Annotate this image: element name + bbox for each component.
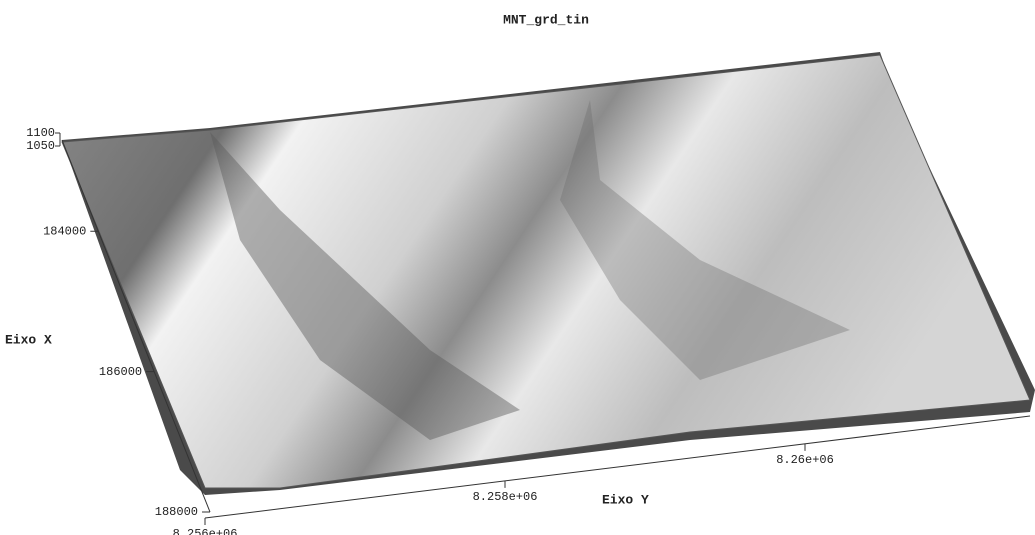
y-axis-line <box>204 415 1031 519</box>
terrain-surface <box>61 52 1035 495</box>
chart-title: MNT_grd_tin <box>503 12 589 27</box>
y-tick-label: 8.256e+06 <box>173 527 238 535</box>
x-tick-label: 188000 <box>155 505 198 519</box>
z-tick-label: 1050 <box>26 139 55 153</box>
x-tick-label: 184000 <box>43 224 86 238</box>
z-tick-label: 1100 <box>26 126 55 140</box>
x-tick-label: 186000 <box>99 365 142 379</box>
x-axis-line <box>61 139 211 513</box>
y-tick-label: 8.258e+06 <box>473 490 538 504</box>
y-axis-label: Eixo Y <box>602 492 649 507</box>
y-tick-label: 8.26e+06 <box>776 453 834 467</box>
x-axis-label: Eixo X <box>5 332 52 347</box>
